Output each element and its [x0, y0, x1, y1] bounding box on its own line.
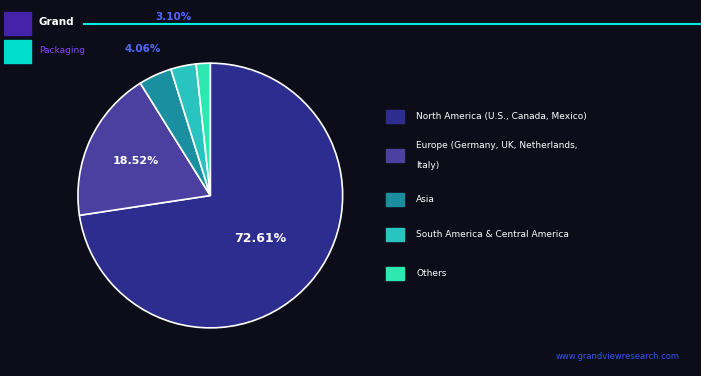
Wedge shape	[79, 63, 343, 328]
FancyBboxPatch shape	[4, 40, 32, 63]
Text: 4.06%: 4.06%	[125, 44, 161, 54]
Text: 72.61%: 72.61%	[234, 232, 287, 245]
Text: South America & Central America: South America & Central America	[416, 230, 569, 239]
Text: Others: Others	[416, 269, 447, 278]
Text: North America (U.S., Canada, Mexico): North America (U.S., Canada, Mexico)	[416, 112, 587, 121]
FancyBboxPatch shape	[4, 12, 32, 35]
Bar	[386, 149, 404, 162]
Wedge shape	[78, 83, 210, 215]
Wedge shape	[171, 64, 210, 196]
Bar	[386, 267, 404, 280]
Wedge shape	[196, 63, 210, 196]
Bar	[386, 193, 404, 206]
Bar	[386, 227, 404, 241]
Text: Asia: Asia	[416, 195, 435, 204]
Text: www.grandviewresearch.com: www.grandviewresearch.com	[556, 352, 680, 361]
Bar	[386, 110, 404, 123]
Wedge shape	[140, 69, 210, 196]
Text: Europe (Germany, UK, Netherlands,: Europe (Germany, UK, Netherlands,	[416, 141, 578, 150]
Text: 3.10%: 3.10%	[155, 12, 191, 22]
Text: Packaging: Packaging	[39, 46, 85, 55]
Text: 18.52%: 18.52%	[113, 156, 159, 166]
Text: Italy): Italy)	[416, 161, 440, 170]
Text: Grand: Grand	[39, 17, 74, 27]
